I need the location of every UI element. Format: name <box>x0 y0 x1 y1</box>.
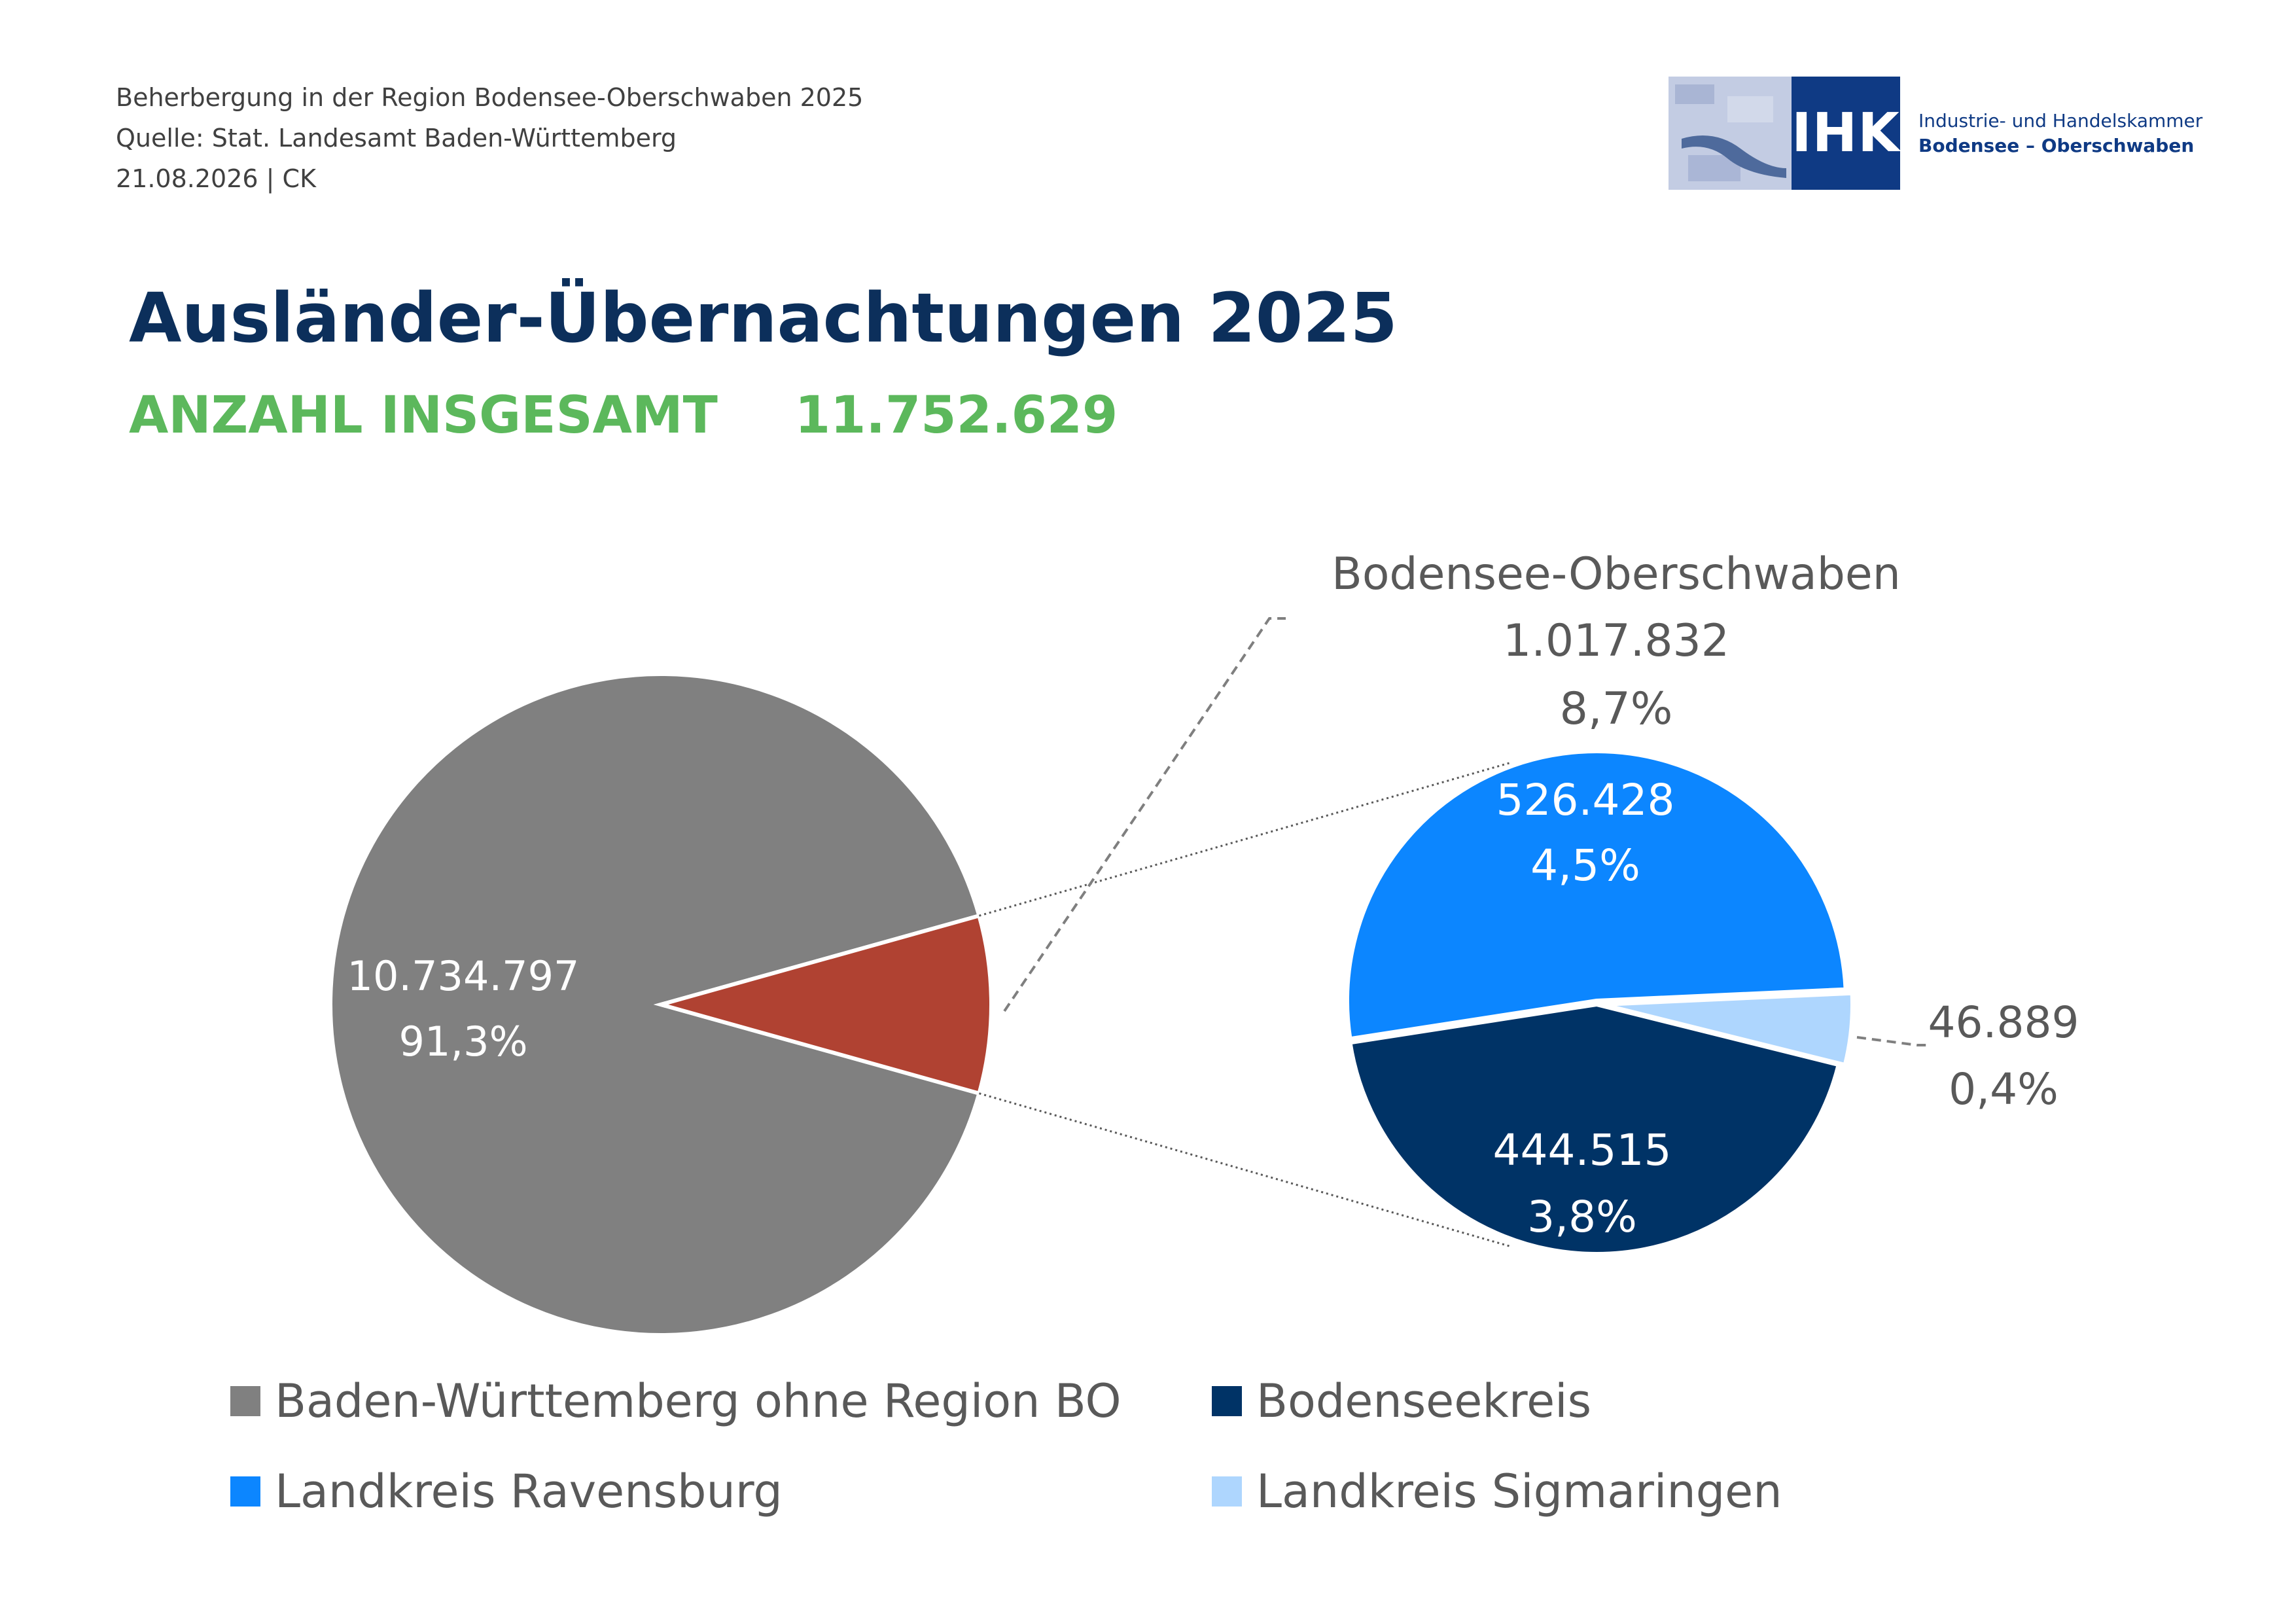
legend-swatch <box>230 1476 260 1507</box>
chart-legend: Baden-Württemberg ohne Region BO Bodense… <box>230 1374 1801 1518</box>
total-label: ANZAHL INSGESAMT <box>129 386 718 445</box>
ihk-logo-text: Industrie- und Handelskammer Bodensee – … <box>1918 109 2202 158</box>
connector-line-top <box>979 761 1512 917</box>
data-label-sigmaringen-value: 46.889 <box>1928 997 2079 1048</box>
data-label-bw-pct: 91,3% <box>399 1018 528 1065</box>
connector-line-bottom <box>979 1092 1512 1248</box>
legend-item-bw: Baden-Württemberg ohne Region BO <box>230 1374 1212 1428</box>
page-title: Ausländer-Übernachtungen 2025 <box>129 278 1398 358</box>
header-line-2: Quelle: Stat. Landesamt Baden-Württember… <box>116 124 677 152</box>
header-meta: Beherbergung in der Region Bodensee-Ober… <box>116 77 863 199</box>
legend-swatch <box>230 1386 260 1416</box>
legend-label: Landkreis Sigmaringen <box>1256 1465 1782 1518</box>
data-label-ravensburg-value: 526.428 <box>1496 775 1675 825</box>
data-label-bo-name: Bodensee-Oberschwaben <box>1332 548 1901 600</box>
legend-item-bodenseekreis: Bodenseekreis <box>1212 1374 1801 1428</box>
data-label-bo-value: 1.017.832 <box>1503 615 1729 667</box>
data-label-ravensburg-pct: 4,5% <box>1530 840 1640 891</box>
data-label-bw-value: 10.734.797 <box>347 952 580 1000</box>
total-value: 11.752.629 <box>794 386 1118 445</box>
header-line-3: 21.08.2026 | CK <box>116 164 316 193</box>
legend-swatch <box>1212 1476 1242 1507</box>
slice-bodenseekreis <box>1348 1002 1841 1256</box>
header-line-1: Beherbergung in der Region Bodensee-Ober… <box>116 83 864 112</box>
legend-label: Bodenseekreis <box>1256 1374 1592 1428</box>
legend-item-ravensburg: Landkreis Ravensburg <box>230 1465 1212 1518</box>
leader-line-bo <box>1003 617 1286 1012</box>
total-summary: ANZAHL INSGESAMT 11.752.629 <box>129 386 1118 445</box>
data-label-bo-pct: 8,7% <box>1560 683 1673 735</box>
slice-landkreis-sigmaringen <box>1602 991 1854 1067</box>
slice-bodensee-oberschwaben <box>653 913 993 1096</box>
slice-landkreis-ravensburg <box>1345 749 1848 1041</box>
legend-label: Landkreis Ravensburg <box>275 1465 783 1518</box>
data-label-bodenseekreis-value: 444.515 <box>1493 1125 1672 1175</box>
ihk-logo-line-1: Industrie- und Handelskammer <box>1918 109 2203 132</box>
ihk-logo-line-2: Bodensee – Oberschwaben <box>1918 134 2195 156</box>
leader-line-sigmaringen <box>1856 1036 1930 1046</box>
legend-swatch <box>1212 1386 1242 1416</box>
lake-map-icon <box>1669 77 1792 190</box>
legend-item-sigmaringen: Landkreis Sigmaringen <box>1212 1465 1801 1518</box>
legend-label: Baden-Württemberg ohne Region BO <box>275 1374 1122 1428</box>
ihk-logo: IHK Industrie- und Handelskammer Bodense… <box>1669 77 2202 190</box>
ihk-logo-abbr: IHK <box>1792 77 1900 190</box>
data-label-sigmaringen-pct: 0,4% <box>1949 1064 2058 1115</box>
data-label-bodenseekreis-pct: 3,8% <box>1527 1192 1637 1242</box>
